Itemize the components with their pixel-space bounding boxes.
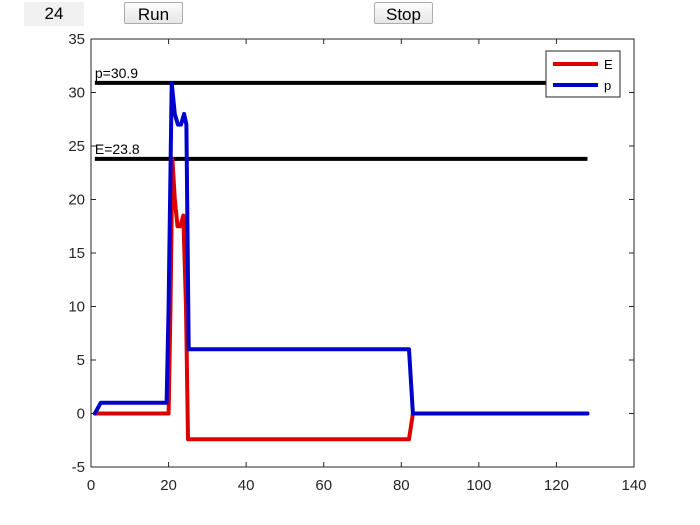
threshold-label: E=23.8 <box>95 141 140 157</box>
y-tick-label: 35 <box>68 31 85 48</box>
y-tick-label: 10 <box>68 299 85 316</box>
y-tick-label: -5 <box>72 459 85 476</box>
y-tick-label: 5 <box>77 352 85 369</box>
legend-label-E: E <box>604 57 613 72</box>
plot-area <box>90 38 635 468</box>
legend: Ep <box>545 50 621 98</box>
y-tick-label: 25 <box>68 138 85 155</box>
x-tick-label: 100 <box>466 477 491 494</box>
y-tick-label: 0 <box>77 406 85 423</box>
threshold-label: p=30.9 <box>95 65 138 81</box>
legend-label-p: p <box>604 78 611 93</box>
x-tick-label: 60 <box>315 477 332 494</box>
threshold-lines: p=30.9 E=23.8 <box>94 65 588 161</box>
axes <box>90 38 635 468</box>
x-tick-label: 20 <box>160 477 177 494</box>
y-tick-label: 20 <box>68 192 85 209</box>
y-tick-label: 30 <box>68 85 85 102</box>
x-tick-label: 40 <box>238 477 255 494</box>
series-line-p <box>92 80 590 416</box>
x-tick-label: 0 <box>87 477 95 494</box>
x-tick-label: 80 <box>393 477 410 494</box>
stop-button[interactable]: Stop <box>374 2 433 24</box>
run-button[interactable]: Run <box>124 2 183 24</box>
counter-display: 24 <box>24 2 84 26</box>
x-tick-label: 140 <box>621 477 646 494</box>
series-lines <box>92 80 590 442</box>
x-tick-label: 120 <box>544 477 569 494</box>
y-tick-label: 15 <box>68 245 85 262</box>
legend-box <box>545 50 621 98</box>
